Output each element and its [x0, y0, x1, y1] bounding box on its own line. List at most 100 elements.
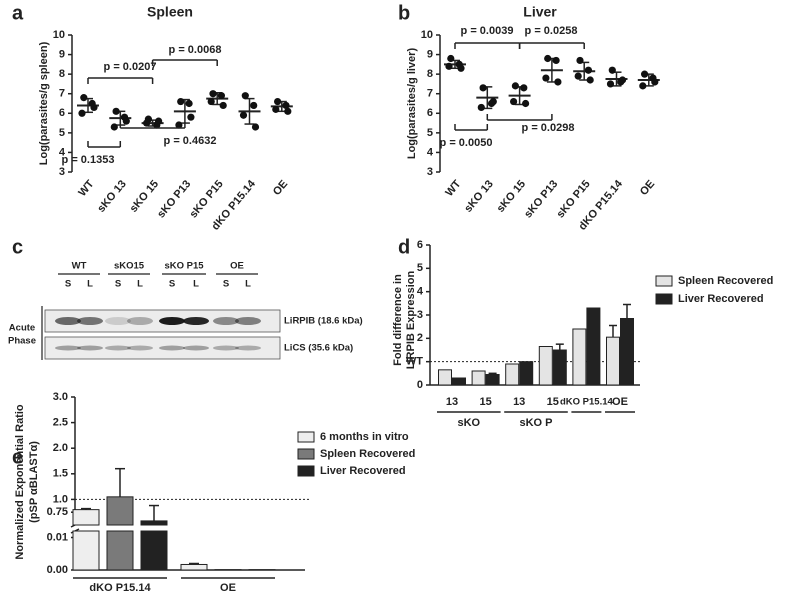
data-point	[509, 97, 518, 106]
data-point	[207, 97, 215, 106]
lane-label: L	[87, 279, 93, 290]
panel-label: b	[398, 2, 410, 24]
blot-band	[77, 345, 103, 351]
data-point	[584, 66, 593, 74]
x-tick-label: 15	[479, 396, 491, 408]
data-point	[155, 117, 163, 125]
annotation: p = 0.0050	[440, 137, 493, 149]
data-point	[175, 121, 183, 129]
blot-band	[159, 317, 185, 325]
y-tick-label: 9	[59, 48, 65, 60]
y-tick-label: 6	[427, 107, 433, 119]
annotation: p = 0.0258	[525, 25, 578, 37]
blot-band	[105, 317, 131, 325]
panel-label: d	[398, 236, 410, 258]
bar-break-stub	[72, 530, 100, 571]
blot-band	[213, 345, 239, 351]
data-point	[639, 82, 647, 90]
data-point	[284, 107, 292, 115]
y-axis-label: LiRPIB Expression	[405, 271, 417, 370]
y-tick-label: 0	[417, 379, 423, 391]
data-point	[250, 101, 258, 110]
y-tick-label: 10	[421, 29, 433, 41]
legend-swatch	[655, 275, 673, 287]
y-tick-label: 4	[59, 146, 66, 158]
legend-label: Liver Recovered	[678, 293, 764, 305]
annotation: p = 0.0207	[104, 61, 157, 73]
lane-label: S	[223, 279, 229, 290]
y-tick-label: 3.0	[53, 391, 68, 403]
data-point	[477, 103, 485, 112]
annotation: p = 0.4632	[164, 135, 217, 147]
blot-band	[127, 345, 153, 351]
annotation: p = 0.0298	[522, 122, 575, 134]
blot-band	[183, 345, 209, 351]
data-point	[489, 97, 497, 106]
y-tick-label: 8	[59, 68, 65, 80]
data-point	[574, 72, 582, 80]
annotation: p = 0.0039	[461, 25, 514, 37]
bar	[180, 563, 208, 571]
blot-band	[127, 317, 153, 325]
y-tick-label: 2.0	[53, 442, 68, 454]
data-point	[274, 97, 282, 106]
y-tick-label: 2.5	[53, 417, 68, 429]
x-tick-label: OE	[220, 582, 236, 594]
y-axis-label: Log(parasites/g spleen)	[38, 41, 50, 165]
bar-break-stub	[106, 530, 134, 571]
phase-label: Phase	[8, 336, 36, 347]
data-point	[122, 117, 130, 125]
x-tick-label: 13	[446, 396, 458, 408]
bar	[552, 349, 567, 386]
legend-label: Spleen Recovered	[320, 448, 415, 460]
data-point	[586, 76, 594, 84]
y-tick-label: 10	[53, 29, 65, 41]
blot-band	[105, 345, 131, 351]
data-point	[511, 82, 519, 90]
y-tick-label: 8	[427, 68, 433, 80]
lane-label: L	[137, 279, 143, 290]
lane-group-label: OE	[230, 261, 244, 272]
bar	[606, 336, 620, 386]
bar-break-stub	[140, 530, 168, 571]
legend-swatch	[297, 431, 315, 443]
data-point	[80, 94, 88, 102]
data-point	[479, 84, 487, 92]
data-point	[554, 78, 562, 86]
bar	[620, 318, 634, 386]
x-tick-label: 13	[513, 396, 525, 408]
y-tick-label: 1.0	[53, 493, 68, 505]
lane-group-label: WT	[72, 261, 87, 272]
y-tick-label: 3	[59, 166, 65, 178]
blot-band	[235, 317, 261, 325]
data-point	[241, 92, 249, 100]
x-tick-label: 15	[547, 396, 559, 408]
blot-band	[55, 345, 81, 351]
lane-label: S	[65, 279, 71, 290]
y-tick-label: 6	[59, 107, 65, 119]
legend-label: Spleen Recovered	[678, 275, 773, 287]
lane-group-label: sKO P15	[164, 261, 204, 272]
panel-label: c	[12, 236, 23, 258]
row-label: LiRPIB (18.6 kDa)	[284, 316, 363, 327]
data-point	[217, 92, 225, 100]
chart-title: Liver	[523, 4, 557, 20]
legend-swatch	[297, 465, 315, 477]
data-point	[272, 105, 280, 113]
y-tick-label: 9	[427, 48, 433, 60]
y-tick-label: 5	[417, 262, 423, 274]
y-tick-label: 0.75	[47, 506, 68, 518]
blot-band	[235, 345, 261, 351]
lane-label: S	[115, 279, 121, 290]
blot-band	[159, 345, 185, 351]
data-point	[78, 109, 86, 117]
bar	[140, 520, 168, 526]
y-tick-label: 3	[427, 166, 433, 178]
x-tick-label: WT	[443, 178, 463, 199]
bar	[572, 328, 587, 386]
x-tick-label: WT	[76, 178, 96, 199]
annotation: p = 0.1353	[62, 154, 115, 166]
data-point	[520, 84, 528, 92]
x-tick-label: OE	[271, 178, 290, 198]
bar	[72, 509, 100, 526]
